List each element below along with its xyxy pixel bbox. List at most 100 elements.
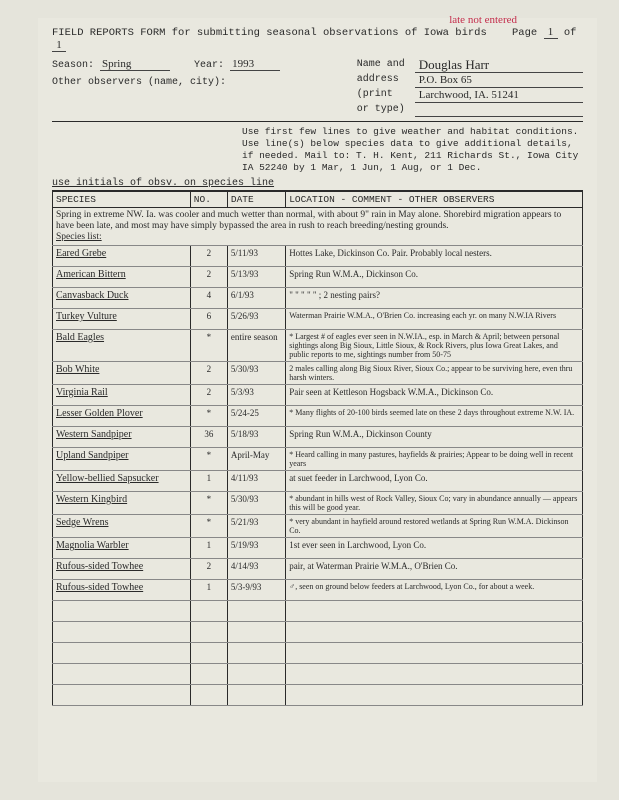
weather-intro-row: Spring in extreme NW. Ia. was cooler and…	[53, 208, 583, 246]
cell-no: 36	[190, 427, 227, 448]
cell-location: Spring Run W.M.A., Dickinson County	[286, 427, 583, 448]
cell-species: Canvasback Duck	[53, 288, 191, 309]
weather-intro: Spring in extreme NW. Ia. was cooler and…	[56, 210, 561, 231]
cell-location: ♂, seen on ground below feeders at Larch…	[286, 580, 583, 601]
cell-no: 4	[190, 288, 227, 309]
cell-species: Lesser Golden Plover	[53, 406, 191, 427]
addr-label-3: or type)	[357, 103, 415, 117]
cell-location: * Many flights of 20-100 birds seemed la…	[286, 406, 583, 427]
cell-date: 5/19/93	[227, 538, 285, 559]
cell-species: Eared Grebe	[53, 246, 191, 267]
instructions: Use first few lines to give weather and …	[52, 121, 583, 176]
cell-location: * Heard calling in many pastures, hayfie…	[286, 448, 583, 471]
cell-species: Magnolia Warbler	[53, 538, 191, 559]
cell-location: Pair seen at Kettleson Hogsback W.M.A., …	[286, 385, 583, 406]
cell-species: American Bittern	[53, 267, 191, 288]
form-page: late not entered FIELD REPORTS FORM for …	[38, 18, 597, 782]
cell-location: pair, at Waterman Prairie W.M.A., O'Brie…	[286, 559, 583, 580]
table-row: Magnolia Warbler15/19/931st ever seen in…	[53, 538, 583, 559]
cell-date: 5/13/93	[227, 267, 285, 288]
header-row: Season: Spring Year: 1993 Other observer…	[52, 58, 583, 117]
cell-no: 1	[190, 538, 227, 559]
cell-location: * very abundant in hayfield around resto…	[286, 515, 583, 538]
cell-date: 6/1/93	[227, 288, 285, 309]
cell-location: " " " " " ; 2 nesting pairs?	[286, 288, 583, 309]
cell-no: 2	[190, 385, 227, 406]
table-header-row: SPECIES NO. DATE LOCATION - COMMENT - OT…	[53, 192, 583, 208]
table-row: American Bittern25/13/93Spring Run W.M.A…	[53, 267, 583, 288]
table-row: Virginia Rail25/3/93Pair seen at Kettles…	[53, 385, 583, 406]
page-current: 1	[544, 26, 558, 39]
cell-date: 4/11/93	[227, 471, 285, 492]
table-row-blank	[53, 643, 583, 664]
cell-location: * abundant in hills west of Rock Valley,…	[286, 492, 583, 515]
table-row: Rufous-sided Towhee15/3-9/93♂, seen on g…	[53, 580, 583, 601]
cell-location: Hottes Lake, Dickinson Co. Pair. Probabl…	[286, 246, 583, 267]
cell-location: 2 males calling along Big Sioux River, S…	[286, 362, 583, 385]
address-block: Name andDouglas Harr addressP.O. Box 65 …	[357, 58, 583, 117]
table-row: Turkey Vulture65/26/93Waterman Prairie W…	[53, 309, 583, 330]
form-title-line: FIELD REPORTS FORM for submitting season…	[52, 26, 583, 52]
cell-no: 2	[190, 267, 227, 288]
cell-location: at suet feeder in Larchwood, Lyon Co.	[286, 471, 583, 492]
cell-location: Spring Run W.M.A., Dickinson Co.	[286, 267, 583, 288]
addr-line-2: Larchwood, IA. 51241	[415, 88, 583, 103]
table-row: Western Sandpiper365/18/93Spring Run W.M…	[53, 427, 583, 448]
cell-date: 5/30/93	[227, 492, 285, 515]
cell-no: *	[190, 406, 227, 427]
cell-location: 1st ever seen in Larchwood, Lyon Co.	[286, 538, 583, 559]
cell-species: Virginia Rail	[53, 385, 191, 406]
table-row: Upland Sandpiper*April-May* Heard callin…	[53, 448, 583, 471]
table-row: Yellow-bellied Sapsucker14/11/93at suet …	[53, 471, 583, 492]
cell-date: 5/18/93	[227, 427, 285, 448]
cell-no: 2	[190, 246, 227, 267]
addr-label-1: address	[357, 73, 415, 88]
cell-species: Upland Sandpiper	[53, 448, 191, 471]
table-row: Western Kingbird*5/30/93* abundant in hi…	[53, 492, 583, 515]
hdr-species: SPECIES	[53, 192, 191, 208]
year-value: 1993	[230, 58, 280, 71]
table-row-blank	[53, 622, 583, 643]
table-row-blank	[53, 685, 583, 706]
initials-instruction: use initials of obsv. on species line	[52, 178, 583, 191]
cell-date: 5/26/93	[227, 309, 285, 330]
cell-location: * Largest # of eagles ever seen in N.W.I…	[286, 330, 583, 362]
cell-date: entire season	[227, 330, 285, 362]
cell-no: 1	[190, 580, 227, 601]
observer-name: Douglas Harr	[415, 58, 583, 73]
cell-date: 5/30/93	[227, 362, 285, 385]
hdr-date: DATE	[227, 192, 285, 208]
cell-species: Bob White	[53, 362, 191, 385]
cell-no: *	[190, 448, 227, 471]
hdr-location: LOCATION - COMMENT - OTHER OBSERVERS	[286, 192, 583, 208]
cell-species: Sedge Wrens	[53, 515, 191, 538]
page-total: 1	[52, 39, 66, 52]
addr-line-1: P.O. Box 65	[415, 73, 583, 88]
addr-label-2: (print	[357, 88, 415, 103]
cell-no: 2	[190, 362, 227, 385]
late-note: late not entered	[449, 14, 517, 26]
other-observers-label: Other observers (name, city):	[52, 77, 339, 88]
cell-date: 5/24-25	[227, 406, 285, 427]
cell-species: Western Kingbird	[53, 492, 191, 515]
table-row: Eared Grebe25/11/93Hottes Lake, Dickinso…	[53, 246, 583, 267]
cell-species: Rufous-sided Towhee	[53, 559, 191, 580]
cell-species: Yellow-bellied Sapsucker	[53, 471, 191, 492]
cell-no: *	[190, 515, 227, 538]
cell-date: 5/3-9/93	[227, 580, 285, 601]
observations-table: SPECIES NO. DATE LOCATION - COMMENT - OT…	[52, 191, 583, 706]
table-row: Bob White25/30/932 males calling along B…	[53, 362, 583, 385]
cell-date: 5/3/93	[227, 385, 285, 406]
cell-date: 5/11/93	[227, 246, 285, 267]
cell-date: 5/21/93	[227, 515, 285, 538]
table-row: Sedge Wrens*5/21/93* very abundant in ha…	[53, 515, 583, 538]
form-title: FIELD REPORTS FORM for submitting season…	[52, 27, 487, 39]
species-list-label: Species list:	[56, 232, 102, 242]
table-row: Canvasback Duck46/1/93" " " " " ; 2 nest…	[53, 288, 583, 309]
cell-no: 1	[190, 471, 227, 492]
cell-location: Waterman Prairie W.M.A., O'Brien Co. inc…	[286, 309, 583, 330]
table-row-blank	[53, 601, 583, 622]
year-label: Year:	[194, 60, 224, 71]
cell-species: Bald Eagles	[53, 330, 191, 362]
cell-species: Turkey Vulture	[53, 309, 191, 330]
